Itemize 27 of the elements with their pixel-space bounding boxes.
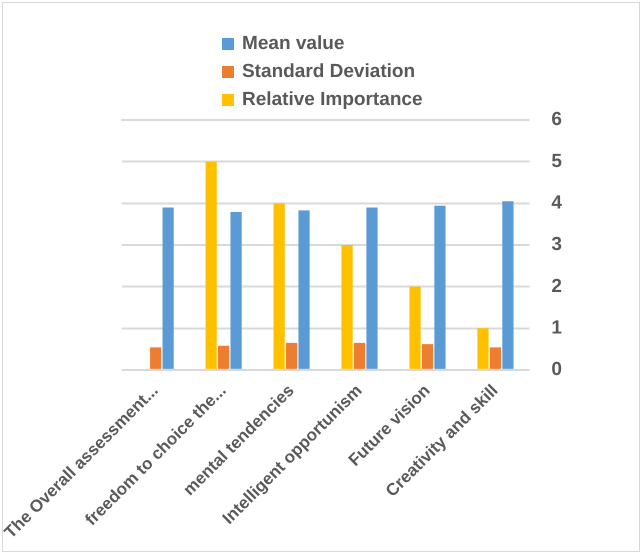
bar bbox=[218, 346, 230, 369]
bar bbox=[477, 328, 489, 369]
y-tick-label: 3 bbox=[551, 234, 562, 256]
bar bbox=[162, 207, 174, 369]
bar bbox=[366, 207, 378, 369]
bar bbox=[409, 286, 421, 369]
bar bbox=[230, 212, 242, 369]
bar bbox=[422, 344, 434, 369]
bar bbox=[274, 203, 285, 369]
y-tick-label: 2 bbox=[551, 276, 562, 297]
bar bbox=[206, 162, 217, 369]
legend-label: Standard Deviation bbox=[242, 61, 416, 83]
legend-label: Mean value bbox=[242, 33, 344, 55]
y-tick-label: 0 bbox=[551, 359, 562, 380]
y-tick-label: 5 bbox=[551, 150, 562, 172]
bar bbox=[434, 206, 446, 369]
bar bbox=[502, 201, 514, 369]
bar bbox=[150, 347, 162, 369]
bar bbox=[286, 342, 298, 369]
y-tick-label: 4 bbox=[551, 192, 562, 214]
y-tick-label: 6 bbox=[551, 109, 562, 130]
bar bbox=[298, 210, 310, 369]
bar bbox=[490, 347, 502, 369]
y-tick-label: 1 bbox=[551, 317, 562, 338]
bar bbox=[341, 244, 353, 369]
bar bbox=[354, 342, 366, 369]
legend-label: Relative Importance bbox=[242, 89, 423, 111]
